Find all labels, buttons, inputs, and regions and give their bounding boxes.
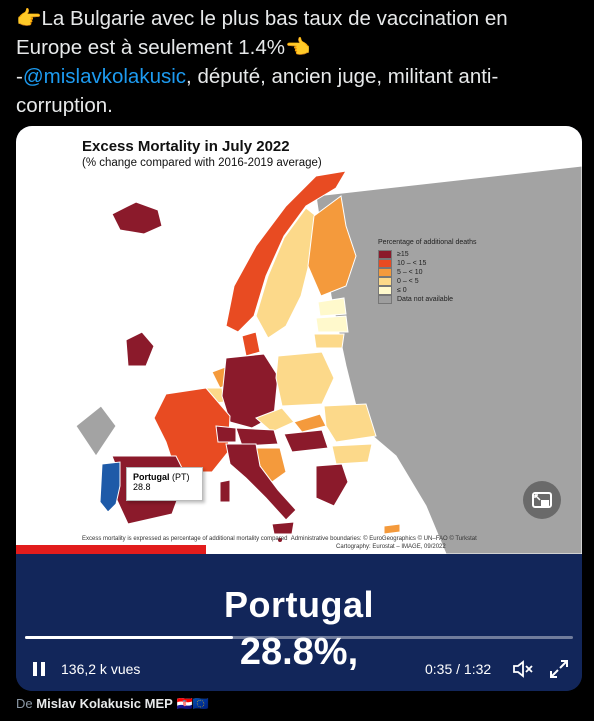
map-footnote: Excess mortality is expressed as percent… [82,536,477,542]
legend-item: Data not available [378,295,476,304]
tweet-line-4: corruption. [16,94,113,117]
video-controls: 136,2 k vues 0:35 / 1:32 [16,654,582,684]
picture-in-picture-icon [532,492,552,508]
tweet-line-1-text: La Bulgarie avec le plus bas taux de vac… [41,7,508,30]
legend-swatch [378,277,392,286]
tweet-line-1: 👉La Bulgarie avec le plus bas taux de va… [16,4,581,33]
speaker-muted-icon [513,660,533,678]
callout-value: 28.8 [133,482,151,492]
cartography-credit: Cartography: Eurostat – IMAGE, 09/2022 [336,544,446,550]
playback-time: 0:35 / 1:32 [425,661,492,677]
callout-code: (PT) [172,472,190,482]
europe-map [75,165,582,554]
byline: De Mislav Kolakusic MEP 🇭🇷🇪🇺 [16,696,209,712]
byline-prefix: De [16,696,33,711]
caption-value: 28.8%, [239,631,359,673]
fullscreen-button[interactable] [549,659,569,679]
legend-item: 5 – < 10 [378,268,476,277]
eu-flag-icon: 🇪🇺 [192,696,209,711]
pause-button[interactable] [30,660,48,678]
map-subtitle: (% change compared with 2016-2019 averag… [82,157,322,169]
legend-title: Percentage of additional deaths [378,239,477,246]
legend-swatch [378,250,392,259]
red-strip [16,545,206,554]
tweet-text: 👉La Bulgarie avec le plus bas taux de va… [16,4,581,120]
legend-label: Data not available [397,296,454,303]
map-title: Excess Mortality in July 2022 [82,138,290,155]
legend-swatch [378,286,392,295]
video-progress-fill [25,636,234,639]
video-caption-band [16,554,582,691]
legend-label: ≤ 0 [397,287,407,294]
pointing-right-icon: 👉 [16,7,42,30]
video-progress-bar[interactable] [25,636,573,639]
legend-item: 10 – < 15 [378,259,476,268]
tweet-line-3-text: , député, ancien juge, militant anti- [186,65,499,88]
legend-label: 0 – < 5 [397,278,419,285]
legend-swatch [378,295,392,304]
legend-label: 5 – < 10 [397,269,423,276]
expand-icon [550,660,568,678]
tweet-line-2-text: Europe est à seulement 1.4% [16,36,285,59]
footnote-text: Excess mortality is expressed as percent… [82,536,288,542]
legend-item: ≥15 [378,250,476,259]
admin-boundaries-text: Administrative boundaries: © EuroGeograp… [290,536,477,542]
tweet-line-2: Europe est à seulement 1.4%👈 [16,33,581,62]
legend-swatch [378,268,392,277]
tweet-dash: - [16,65,23,88]
map-legend: Percentage of additional deaths ≥15 10 –… [378,239,476,304]
legend-item: 0 – < 5 [378,277,476,286]
video-card[interactable]: Excess Mortality in July 2022 (% change … [16,126,582,691]
pointing-left-icon: 👈 [284,36,311,59]
view-count: 136,2 k vues [61,661,141,677]
map-panel: Excess Mortality in July 2022 (% change … [16,126,582,554]
croatia-flag-icon: 🇭🇷 [176,696,193,711]
tweet-line-3: -@mislavkolakusic, député, ancien juge, … [16,62,581,91]
mute-button[interactable] [512,659,534,679]
mention-link[interactable]: @mislavkolakusic [22,65,187,88]
legend-item: ≤ 0 [378,286,476,295]
legend-swatch [378,259,392,268]
pip-button[interactable] [523,481,561,519]
callout-country: Portugal [133,472,170,482]
legend-label: ≥15 [397,251,409,258]
author-name[interactable]: Mislav Kolakusic MEP [36,696,173,711]
portugal-callout: Portugal (PT) 28.8 [126,467,203,501]
caption-country: Portugal [223,584,374,625]
legend-label: 10 – < 15 [397,260,427,267]
